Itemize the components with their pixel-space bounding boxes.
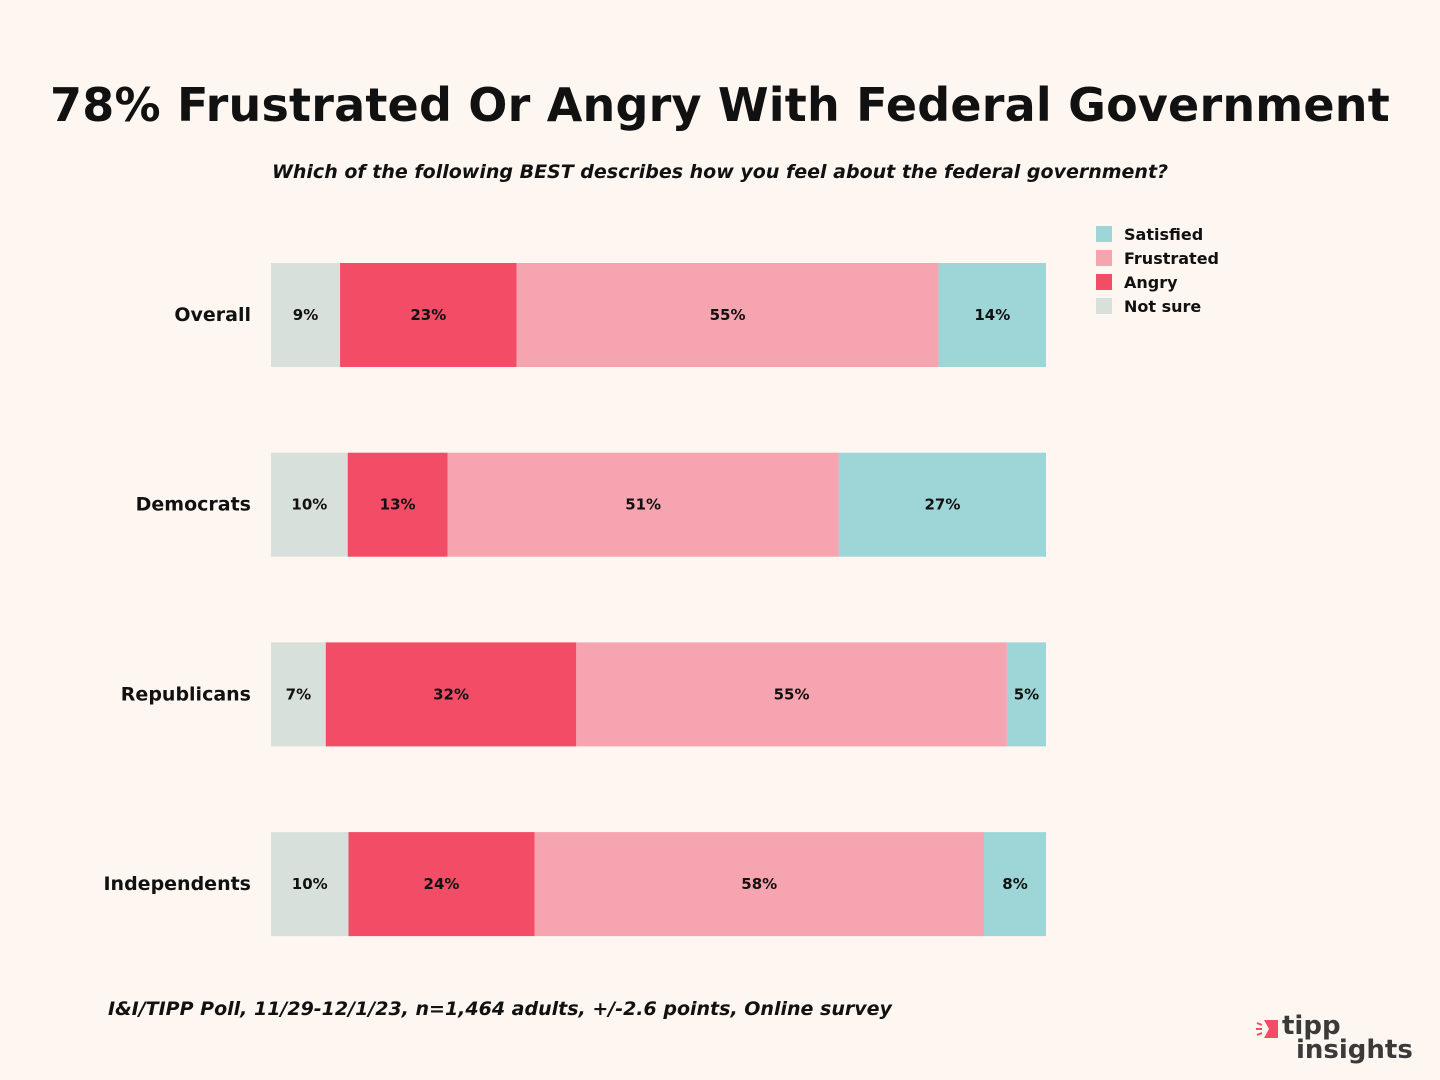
data-label-democrats-angry: 13%	[380, 496, 416, 514]
legend-swatch-not-sure	[1096, 298, 1112, 314]
category-label-independents: Independents	[103, 873, 251, 895]
data-label-democrats-frustrated: 51%	[625, 496, 661, 514]
bar-segment-republicans-not-sure	[271, 642, 326, 747]
legend-item-satisfied: Satisfied	[1096, 222, 1219, 246]
data-label-overall-frustrated: 55%	[710, 306, 746, 324]
bar-segment-democrats-angry	[347, 452, 448, 557]
legend-swatch-angry	[1096, 274, 1112, 290]
bar-segment-democrats-frustrated	[447, 452, 839, 557]
legend-swatch-satisfied	[1096, 226, 1112, 242]
data-label-democrats-satisfied: 27%	[924, 496, 960, 514]
tipp-insights-logo: tipp insights	[1256, 1012, 1416, 1072]
bar-segment-overall-not-sure	[271, 263, 341, 367]
data-label-independents-satisfied: 8%	[1002, 875, 1027, 893]
legend-item-frustrated: Frustrated	[1096, 246, 1219, 270]
data-label-independents-angry: 24%	[424, 875, 460, 893]
data-label-democrats-not-sure: 10%	[291, 496, 327, 514]
chart-legend: Satisfied Frustrated Angry Not sure	[1096, 222, 1219, 318]
chart-title: 78% Frustrated Or Angry With Federal Gov…	[50, 78, 1390, 132]
data-label-overall-angry: 23%	[410, 306, 446, 324]
chart-subtitle: Which of the following BEST describes ho…	[271, 161, 1169, 183]
bar-segment-republicans-satisfied	[1006, 642, 1046, 747]
legend-label-angry: Angry	[1124, 272, 1178, 292]
logo-text-tipp: tipp	[1282, 1011, 1341, 1041]
bar-segment-independents-satisfied	[984, 832, 1046, 937]
data-label-republicans-angry: 32%	[433, 685, 469, 703]
bar-segment-democrats-not-sure	[271, 452, 348, 557]
legend-label-not-sure: Not sure	[1124, 296, 1202, 316]
data-label-overall-not-sure: 9%	[293, 306, 318, 324]
bar-segment-independents-frustrated	[534, 832, 984, 937]
data-label-republicans-satisfied: 5%	[1014, 685, 1039, 703]
category-label-republicans: Republicans	[121, 683, 251, 705]
logo-mark-icon	[1256, 1020, 1278, 1038]
bar-segment-independents-angry	[348, 832, 535, 937]
bar-segment-independents-not-sure	[271, 832, 349, 937]
bar-segment-republicans-frustrated	[576, 642, 1007, 747]
logo-text-insights: insights	[1296, 1035, 1413, 1065]
bar-segment-democrats-satisfied	[838, 452, 1046, 557]
bar-segment-overall-satisfied	[938, 263, 1046, 367]
legend-label-satisfied: Satisfied	[1124, 224, 1204, 244]
data-label-independents-not-sure: 10%	[292, 875, 328, 893]
legend-swatch-frustrated	[1096, 250, 1112, 266]
bar-segment-overall-angry	[340, 263, 517, 367]
category-label-overall: Overall	[174, 304, 251, 326]
poll-footnote: I&I/TIPP Poll, 11/29-12/1/23, n=1,464 ad…	[108, 998, 892, 1020]
data-label-independents-frustrated: 58%	[741, 875, 777, 893]
legend-item-angry: Angry	[1096, 270, 1219, 294]
legend-label-frustrated: Frustrated	[1124, 248, 1219, 268]
legend-item-not-sure: Not sure	[1096, 294, 1219, 318]
bar-segment-republicans-angry	[325, 642, 577, 747]
bar-segment-overall-frustrated	[516, 263, 939, 367]
data-label-overall-satisfied: 14%	[974, 306, 1010, 324]
data-label-republicans-not-sure: 7%	[286, 685, 311, 703]
category-label-democrats: Democrats	[136, 494, 251, 516]
data-label-republicans-frustrated: 55%	[774, 685, 810, 703]
